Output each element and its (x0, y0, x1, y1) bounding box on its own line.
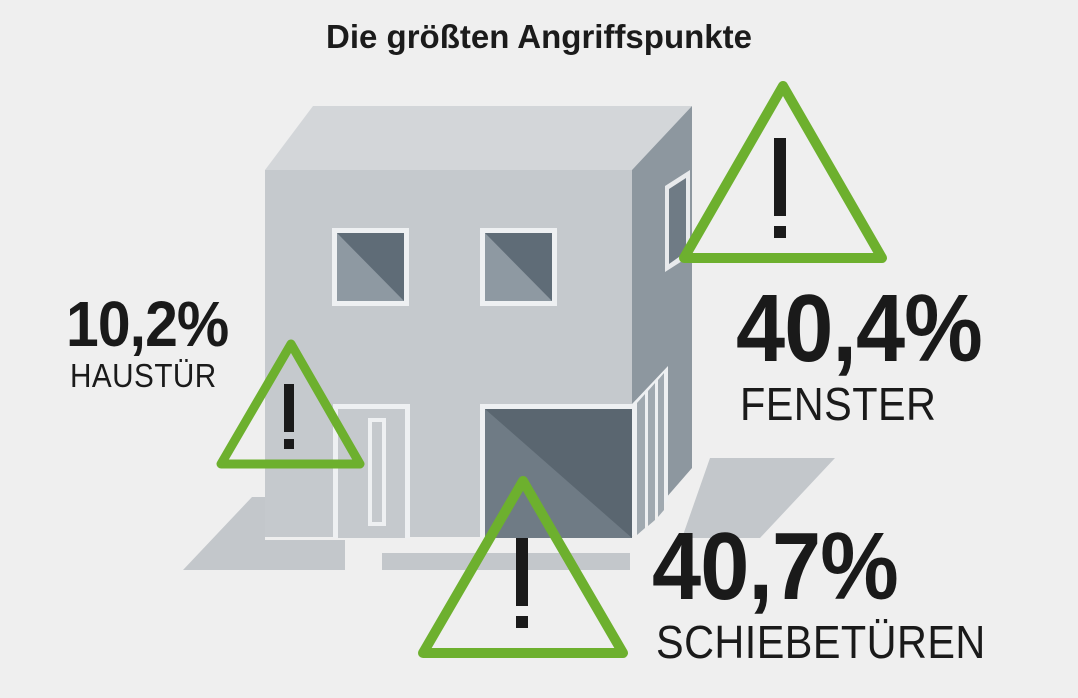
window-side (665, 170, 690, 272)
warning-triangle-icon-haustuer (216, 339, 365, 469)
stat-fenster: 40,4% FENSTER (736, 275, 1003, 431)
front-door (333, 404, 410, 538)
stat-haustuer-label: HAUSTÜR (70, 357, 217, 394)
ground-shadow-right (682, 458, 835, 538)
warning-triangle-icon-fenster (679, 81, 887, 263)
ground-shadow-left (183, 497, 345, 570)
sliding-door-side (632, 366, 668, 537)
house-roof (265, 106, 692, 170)
stat-haustuer: 10,2% HAUSTÜR (66, 292, 242, 396)
window-upper-left (332, 228, 409, 306)
stat-schiebetueren-value: 40,7% (652, 513, 899, 620)
warning-triangle-icon-schiebetueren (418, 476, 628, 658)
page-title: Die größten Angriffspunkte (326, 18, 752, 55)
stat-schiebetueren-label: SCHIEBETÜREN (656, 616, 986, 668)
sliding-door (480, 404, 632, 538)
stat-fenster-value: 40,4% (736, 275, 983, 382)
window-upper-right (480, 228, 557, 306)
stat-haustuer-value: 10,2% (66, 288, 229, 360)
ground-shadow-front (382, 553, 630, 570)
stat-schiebetueren: 40,7% SCHIEBETÜREN (652, 513, 1022, 669)
stat-fenster-label: FENSTER (740, 378, 937, 430)
